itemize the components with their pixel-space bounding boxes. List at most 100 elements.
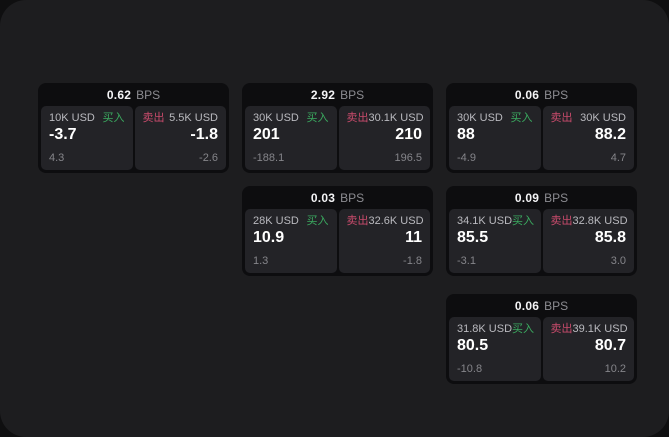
buy-price: 10.9 (253, 229, 285, 246)
buy-amount: 30K USD (457, 112, 503, 124)
buy-panel[interactable]: 30K USD 买入 201 -188.1 (245, 106, 337, 170)
sell-panel-top: 卖出 5.5K USD (143, 113, 219, 124)
buy-panel-top: 28K USD 买入 (253, 216, 329, 227)
sell-delta: 4.7 (610, 152, 626, 164)
sell-panel-top: 卖出 32.6K USD (346, 215, 424, 227)
sell-amount: 30.1K USD (368, 112, 424, 124)
sell-price: -1.8 (190, 126, 218, 143)
sell-price: 210 (395, 126, 422, 143)
sell-side-label: 卖出 (142, 112, 165, 124)
spread-value: 0.62 (106, 87, 132, 102)
buy-panel-top: 10K USD 买入 (49, 113, 125, 124)
sell-panel[interactable]: 卖出 39.1K USD 80.7 10.2 (542, 317, 634, 381)
sell-price: 11 (405, 229, 422, 246)
spread-value: 0.06 (514, 298, 540, 313)
sell-panel[interactable]: 卖出 5.5K USD -1.8 -2.6 (134, 106, 226, 170)
buy-panel-top: 30K USD 买入 (253, 113, 329, 124)
sell-amount: 32.8K USD (572, 215, 628, 227)
buy-panel[interactable]: 31.8K USD 买入 80.5 -10.8 (449, 317, 541, 381)
quote-card: 0.62 BPS 10K USD 买入 -3.7 4.3 卖出 5.5K USD (38, 83, 229, 173)
sell-panel-top: 卖出 39.1K USD (550, 323, 628, 335)
sell-panel[interactable]: 卖出 32.6K USD 11 -1.8 (338, 209, 430, 273)
card-header: 0.06 BPS (446, 83, 637, 106)
quote-card: 0.09 BPS 34.1K USD 买入 85.5 -3.1 卖出 32.8K… (446, 186, 637, 276)
buy-amount: 31.8K USD (457, 323, 513, 335)
buy-side-label: 买入 (512, 323, 535, 335)
sell-side-label: 卖出 (346, 215, 369, 227)
quote-card: 2.92 BPS 30K USD 买入 201 -188.1 卖出 30.1K … (242, 83, 433, 173)
buy-delta: 4.3 (49, 152, 65, 164)
card-header: 0.03 BPS (242, 186, 433, 209)
sell-delta: -1.8 (403, 255, 422, 267)
sell-side-label: 卖出 (550, 112, 573, 124)
sell-amount: 5.5K USD (169, 112, 218, 124)
spread-unit: BPS (136, 87, 161, 102)
buy-price: -3.7 (49, 126, 77, 143)
buy-panel[interactable]: 28K USD 买入 10.9 1.3 (245, 209, 337, 273)
card-header: 0.09 BPS (446, 186, 637, 209)
buy-panel-top: 34.1K USD 买入 (457, 215, 535, 227)
buy-amount: 34.1K USD (457, 215, 513, 227)
sell-delta: 10.2 (604, 363, 626, 375)
buy-price: 85.5 (457, 229, 489, 246)
buy-amount: 10K USD (49, 112, 95, 124)
buy-side-label: 买入 (306, 112, 329, 124)
sell-side-label: 卖出 (550, 323, 573, 335)
spread-value: 2.92 (310, 87, 336, 102)
card-header: 2.92 BPS (242, 83, 433, 106)
sell-panel-top: 卖出 30K USD (551, 113, 627, 124)
buy-delta: -10.8 (457, 363, 483, 375)
quote-card: 0.03 BPS 28K USD 买入 10.9 1.3 卖出 32.6K US… (242, 186, 433, 276)
sell-delta: -2.6 (199, 152, 218, 164)
buy-amount: 28K USD (253, 215, 299, 227)
sell-side-label: 卖出 (550, 215, 573, 227)
buy-side-label: 买入 (512, 215, 535, 227)
quote-card: 0.06 BPS 31.8K USD 买入 80.5 -10.8 卖出 39.1… (446, 294, 637, 384)
buy-side-label: 买入 (306, 215, 329, 227)
card-body: 34.1K USD 买入 85.5 -3.1 卖出 32.8K USD 85.8… (449, 209, 634, 273)
spread-value: 0.06 (514, 87, 540, 102)
card-body: 31.8K USD 买入 80.5 -10.8 卖出 39.1K USD 80.… (449, 317, 634, 381)
sell-price: 88.2 (594, 126, 626, 143)
buy-panel[interactable]: 10K USD 买入 -3.7 4.3 (41, 106, 133, 170)
sell-price: 80.7 (594, 337, 626, 354)
spread-unit: BPS (544, 87, 569, 102)
buy-delta: -188.1 (253, 152, 285, 164)
card-body: 30K USD 买入 88 -4.9 卖出 30K USD 88.2 4.7 (449, 106, 634, 170)
sell-panel[interactable]: 卖出 30.1K USD 210 196.5 (338, 106, 430, 170)
card-header: 0.62 BPS (38, 83, 229, 106)
sell-panel[interactable]: 卖出 30K USD 88.2 4.7 (542, 106, 634, 170)
buy-delta: 1.3 (253, 255, 269, 267)
card-body: 28K USD 买入 10.9 1.3 卖出 32.6K USD 11 -1.8 (245, 209, 430, 273)
buy-side-label: 买入 (510, 112, 533, 124)
buy-panel[interactable]: 30K USD 买入 88 -4.9 (449, 106, 541, 170)
sell-amount: 39.1K USD (572, 323, 628, 335)
sell-panel-top: 卖出 30.1K USD (347, 112, 424, 124)
buy-side-label: 买入 (102, 112, 125, 124)
sell-panel-top: 卖出 32.8K USD (550, 215, 628, 227)
buy-price: 88 (457, 126, 475, 143)
sell-delta: 196.5 (394, 152, 422, 164)
buy-panel[interactable]: 34.1K USD 买入 85.5 -3.1 (449, 209, 541, 273)
sell-panel[interactable]: 卖出 32.8K USD 85.8 3.0 (542, 209, 634, 273)
card-body: 10K USD 买入 -3.7 4.3 卖出 5.5K USD -1.8 -2.… (41, 106, 226, 170)
spread-value: 0.03 (310, 190, 336, 205)
card-header: 0.06 BPS (446, 294, 637, 317)
buy-delta: -3.1 (457, 255, 476, 267)
spread-unit: BPS (544, 298, 569, 313)
buy-price: 80.5 (457, 337, 489, 354)
buy-price: 201 (253, 126, 280, 143)
sell-price: 85.8 (594, 229, 626, 246)
quote-card: 0.06 BPS 30K USD 买入 88 -4.9 卖出 30K USD (446, 83, 637, 173)
sell-amount: 30K USD (580, 112, 626, 124)
sell-amount: 32.6K USD (368, 215, 424, 227)
buy-amount: 30K USD (253, 112, 299, 124)
card-body: 30K USD 买入 201 -188.1 卖出 30.1K USD 210 1… (245, 106, 430, 170)
buy-panel-top: 31.8K USD 买入 (457, 323, 535, 335)
buy-panel-top: 30K USD 买入 (457, 113, 533, 124)
spread-value: 0.09 (514, 190, 540, 205)
spread-unit: BPS (544, 190, 569, 205)
spread-unit: BPS (340, 190, 365, 205)
